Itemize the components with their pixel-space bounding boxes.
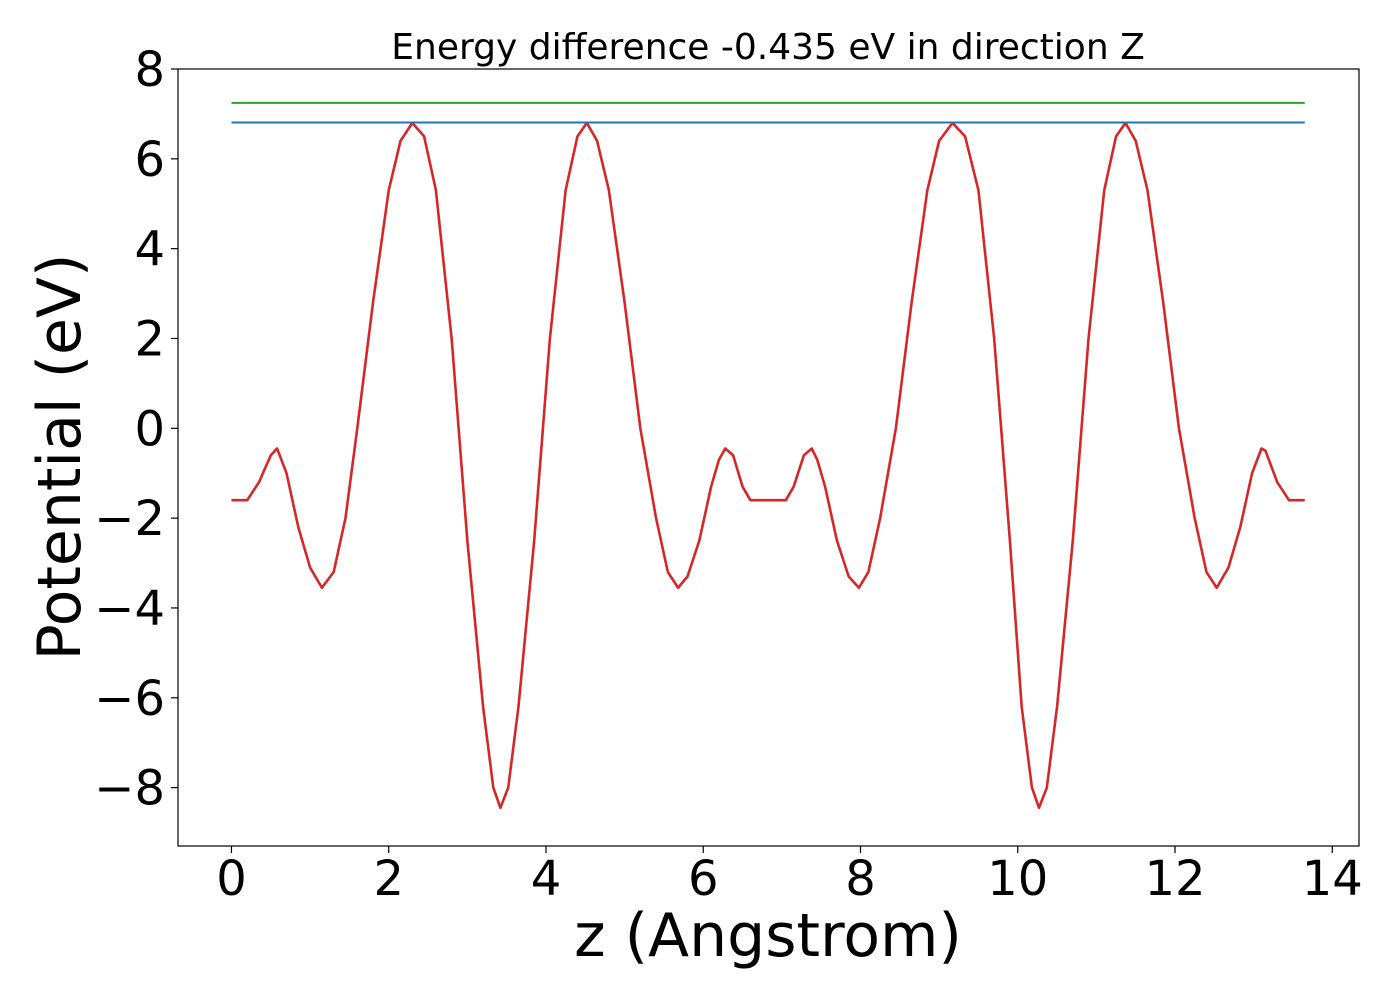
x-tick-label: 4	[531, 851, 562, 907]
y-tick-label: 4	[134, 222, 165, 278]
series-layer	[231, 101, 1305, 810]
y-axis: −8 −6 −4 −2 0 2 4 6 8	[94, 42, 178, 817]
x-tick-label: 6	[688, 851, 719, 907]
potential-series	[231, 121, 1305, 810]
x-axis: 0 2 4 6 8 10 12 14	[216, 846, 1363, 907]
x-tick-label: 2	[373, 851, 404, 907]
y-tick-label: −8	[94, 761, 165, 817]
x-axis-label: z (Angstrom)	[574, 901, 962, 971]
y-axis-label: Potential (eV)	[25, 254, 95, 661]
y-tick-label: 2	[134, 311, 165, 367]
x-tick-label: 14	[1302, 851, 1363, 907]
x-tick-label: 12	[1144, 851, 1205, 907]
x-tick-label: 8	[845, 851, 876, 907]
y-tick-label: −4	[94, 581, 165, 637]
x-tick-label: 10	[987, 851, 1048, 907]
y-tick-label: 8	[134, 42, 165, 98]
y-tick-label: −2	[94, 491, 165, 547]
y-tick-label: 0	[134, 401, 165, 457]
plot-frame	[177, 68, 1360, 847]
chart-title: Energy difference -0.435 eV in direction…	[391, 27, 1145, 68]
x-tick-label: 0	[216, 851, 247, 907]
y-tick-label: −6	[94, 671, 165, 727]
y-tick-label: 6	[134, 132, 165, 188]
